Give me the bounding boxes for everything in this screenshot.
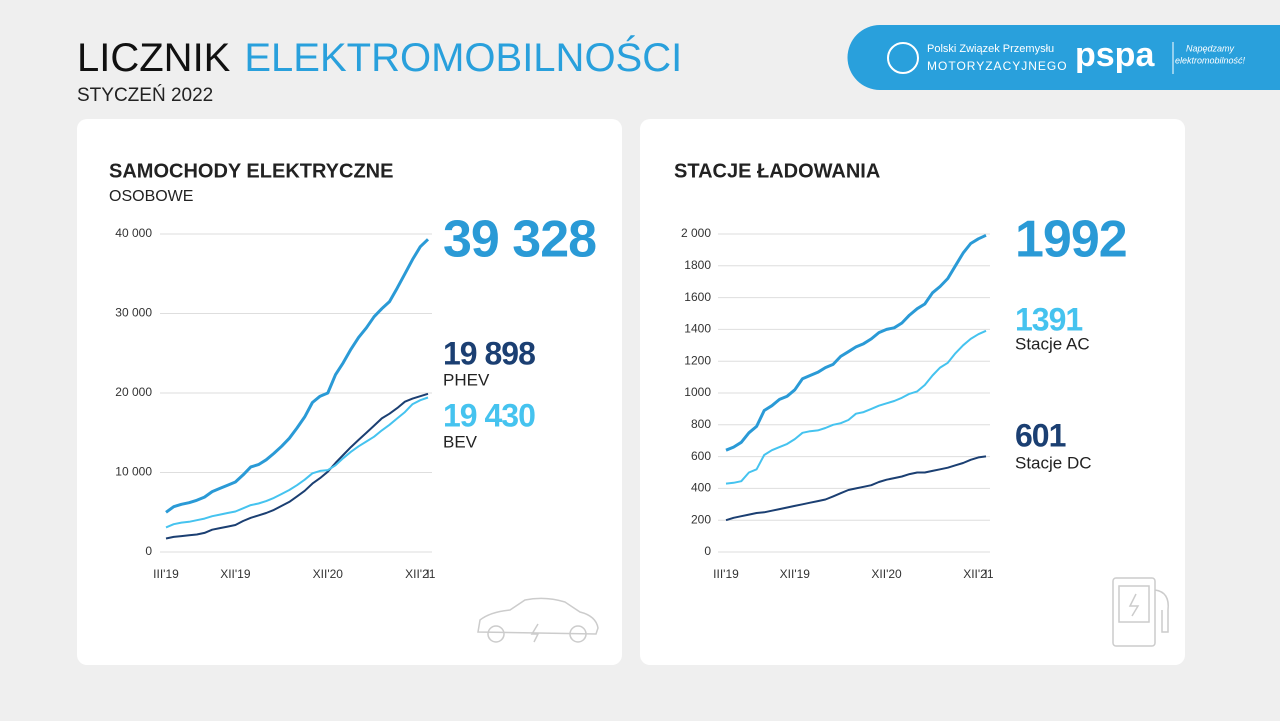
pspa-slogan: Napędzamy bbox=[1186, 43, 1235, 53]
y-tick-label: 1400 bbox=[684, 322, 711, 336]
x-tick-label: XII'21 bbox=[963, 567, 994, 581]
charger-icon bbox=[1112, 577, 1169, 647]
y-tick-label: 0 bbox=[704, 544, 711, 558]
chart-title: STACJE ŁADOWANIA bbox=[674, 160, 880, 182]
y-tick-label: 20 000 bbox=[115, 385, 152, 399]
y-tick-label: 400 bbox=[691, 481, 711, 495]
chart-subtitle: OSOBOWE bbox=[109, 188, 193, 205]
series-line bbox=[725, 233, 987, 452]
y-tick-label: 10 000 bbox=[115, 465, 152, 479]
series-name: BEV bbox=[443, 432, 478, 451]
title-part: ELEKTROMOBILNOŚCI bbox=[244, 34, 682, 80]
pzpm-text: MOTORYZACYJNEGO bbox=[927, 59, 1068, 73]
value-label: 19 430 bbox=[443, 397, 535, 433]
series-line bbox=[165, 238, 430, 514]
y-tick-label: 2 000 bbox=[681, 226, 711, 240]
value-label: 1391 bbox=[1015, 301, 1082, 337]
series-name: Stacje AC bbox=[1015, 334, 1090, 353]
y-tick-label: 1600 bbox=[684, 290, 711, 304]
x-tick-label: I bbox=[426, 567, 429, 581]
value-label: 601 bbox=[1015, 417, 1066, 453]
y-tick-label: 200 bbox=[691, 512, 711, 526]
series-line bbox=[165, 396, 429, 529]
logo-banner bbox=[847, 25, 1280, 90]
chart-title: SAMOCHODY ELEKTRYCZNE bbox=[109, 160, 393, 182]
y-tick-label: 1000 bbox=[684, 385, 711, 399]
pzpm-text: Polski Związek Przemysłu bbox=[927, 43, 1054, 55]
y-tick-label: 800 bbox=[691, 417, 711, 431]
pspa-logo: pspa bbox=[1075, 36, 1155, 74]
x-tick-label: III'19 bbox=[713, 567, 739, 581]
y-tick-label: 0 bbox=[145, 544, 152, 558]
y-tick-label: 1800 bbox=[684, 258, 711, 272]
y-tick-label: 40 000 bbox=[115, 226, 152, 240]
series-line bbox=[725, 455, 987, 522]
x-tick-label: III'19 bbox=[153, 567, 179, 581]
y-tick-label: 30 000 bbox=[115, 306, 152, 320]
series-name: Stacje DC bbox=[1015, 453, 1092, 472]
title-part: LICZNIK bbox=[77, 36, 231, 80]
value-label: 1992 bbox=[1015, 211, 1127, 269]
x-tick-label: XII'19 bbox=[780, 567, 811, 581]
x-tick-label: XII'19 bbox=[220, 567, 251, 581]
series-line bbox=[165, 392, 429, 540]
title: LICZNIK ELEKTROMOBILNOŚCI bbox=[77, 34, 682, 80]
subtitle: STYCZEŃ 2022 bbox=[77, 85, 213, 106]
pzpm-icon bbox=[887, 42, 919, 74]
value-label: 19 898 bbox=[443, 335, 535, 371]
x-tick-label: XII'21 bbox=[405, 567, 436, 581]
car-icon bbox=[477, 597, 599, 643]
series-line bbox=[725, 329, 987, 485]
series-name: PHEV bbox=[443, 370, 490, 389]
x-tick-label: I bbox=[984, 567, 987, 581]
y-tick-label: 600 bbox=[691, 449, 711, 463]
pspa-slogan: elektromobilność! bbox=[1175, 55, 1246, 65]
y-tick-label: 1200 bbox=[684, 353, 711, 367]
x-tick-label: XII'20 bbox=[313, 567, 344, 581]
x-tick-label: XII'20 bbox=[871, 567, 902, 581]
value-label: 39 328 bbox=[443, 211, 596, 269]
